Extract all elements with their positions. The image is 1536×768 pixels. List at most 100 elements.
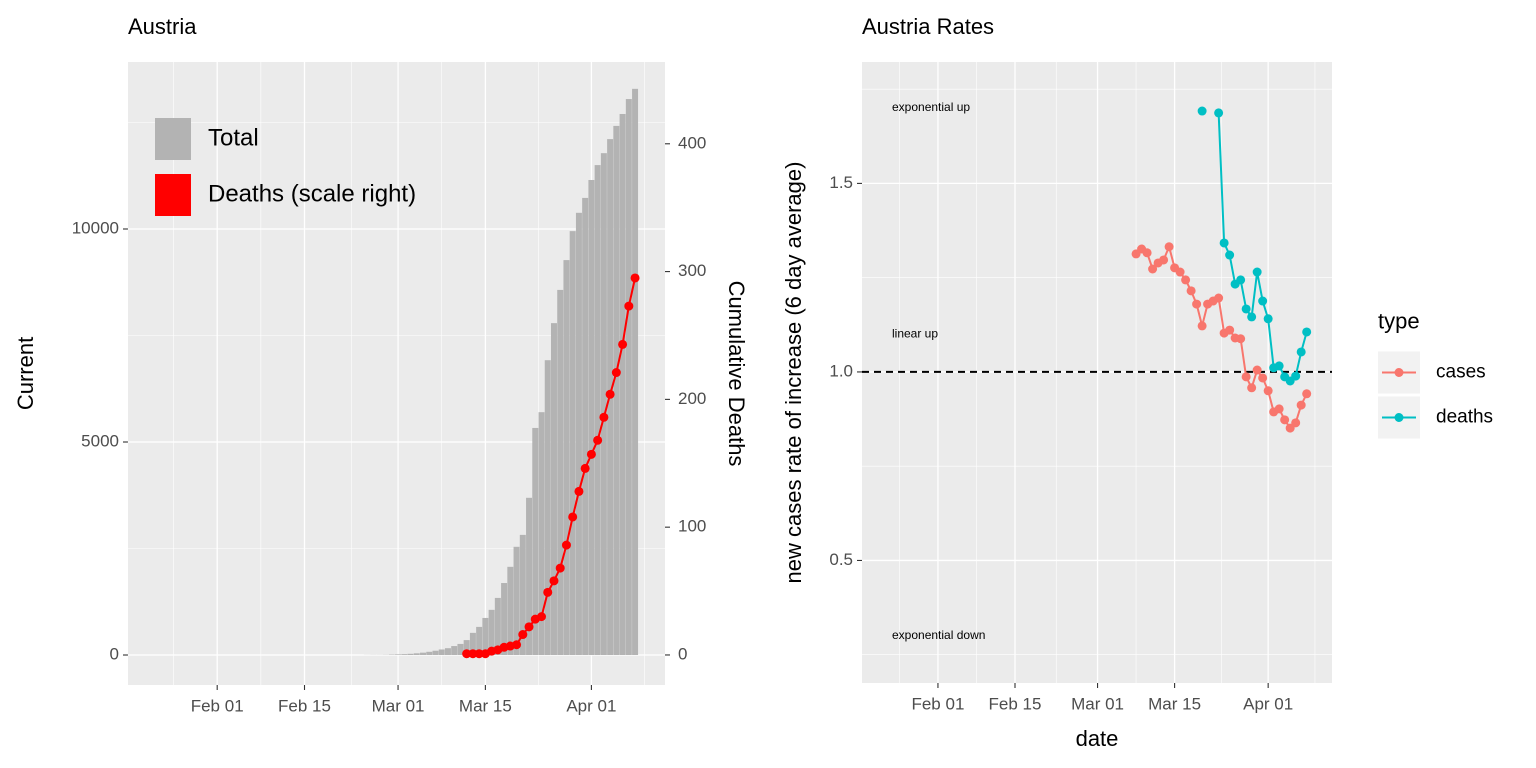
x-tick-label: Mar 01	[372, 696, 425, 715]
x-tick-label: Apr 01	[1243, 694, 1293, 713]
bar	[526, 497, 533, 656]
x-tick-label: Mar 15	[459, 696, 512, 715]
bar	[420, 652, 427, 656]
y2-tick-label: 100	[678, 517, 706, 536]
bar	[426, 651, 433, 656]
y-tick-label: 10000	[72, 218, 119, 237]
point	[593, 435, 603, 445]
y-axis-title: new cases rate of increase (6 day averag…	[781, 162, 806, 584]
point	[1192, 299, 1202, 309]
point	[1236, 334, 1246, 344]
y2-tick-label: 300	[678, 261, 706, 280]
bar	[457, 643, 464, 656]
point	[537, 612, 547, 622]
point	[1142, 248, 1152, 258]
y-tick-label: 0	[110, 644, 119, 663]
bar	[476, 626, 483, 656]
point	[555, 563, 565, 573]
point	[1236, 275, 1246, 285]
legend-label: Total	[208, 124, 259, 151]
legend-label: cases	[1436, 362, 1486, 383]
bar	[513, 546, 520, 656]
point	[574, 486, 584, 496]
point	[1274, 404, 1284, 414]
point	[1197, 106, 1207, 116]
point	[1175, 267, 1185, 277]
point	[1258, 296, 1268, 306]
point	[1241, 304, 1251, 314]
legend-label: deaths	[1436, 407, 1493, 428]
bar	[407, 653, 414, 656]
bar	[563, 260, 570, 656]
y2-axis-title: Cumulative Deaths	[724, 281, 749, 467]
bar	[463, 640, 470, 656]
bar	[395, 654, 402, 656]
x-tick-label: Mar 01	[1071, 694, 1124, 713]
point	[1280, 415, 1290, 425]
point	[599, 412, 609, 422]
point	[512, 640, 522, 650]
point	[611, 368, 621, 378]
x-axis-title: date	[1076, 726, 1119, 751]
point	[1263, 386, 1273, 396]
point	[1186, 286, 1196, 296]
bar	[501, 583, 508, 656]
bar	[432, 650, 439, 656]
chart-title: Austria	[128, 14, 197, 39]
point	[1247, 312, 1257, 322]
point	[561, 540, 571, 550]
bar	[451, 646, 458, 656]
point	[1214, 293, 1224, 303]
bar	[550, 323, 557, 656]
point	[1197, 321, 1207, 331]
point	[524, 622, 534, 632]
point	[1252, 267, 1262, 277]
bar	[613, 125, 620, 656]
x-tick-label: Feb 01	[911, 694, 964, 713]
legend-title: type	[1378, 308, 1420, 333]
point	[618, 339, 628, 349]
point	[1302, 327, 1312, 337]
point	[1252, 365, 1262, 375]
point	[549, 576, 559, 586]
bar	[469, 632, 476, 656]
point	[580, 463, 590, 473]
y-tick-label: 1.0	[829, 361, 853, 380]
bar	[507, 566, 514, 656]
point	[1214, 108, 1224, 118]
bar	[632, 88, 639, 656]
legend-key	[155, 174, 191, 216]
bar	[482, 617, 489, 656]
point	[1291, 371, 1301, 381]
legend-key-point	[1394, 368, 1404, 377]
point	[543, 587, 553, 597]
bar	[401, 654, 408, 656]
annotation: linear up	[892, 326, 938, 340]
x-tick-label: Feb 01	[191, 696, 244, 715]
bar	[494, 597, 501, 656]
point	[605, 389, 615, 399]
y2-tick-label: 400	[678, 133, 706, 152]
point	[1225, 250, 1235, 260]
y2-tick-label: 200	[678, 389, 706, 408]
legend-key-point	[1394, 413, 1404, 422]
point	[1225, 325, 1235, 335]
point	[1296, 347, 1306, 357]
x-tick-label: Mar 15	[1148, 694, 1201, 713]
point	[568, 512, 578, 522]
bar	[569, 231, 576, 656]
bar	[488, 609, 495, 656]
point	[1258, 373, 1268, 383]
point	[1159, 255, 1169, 265]
point	[1247, 383, 1257, 393]
bar	[538, 412, 545, 656]
bar	[413, 653, 420, 656]
y-axis-title: Current	[13, 337, 38, 410]
point	[1181, 275, 1191, 285]
bar	[575, 212, 582, 656]
point	[1148, 264, 1158, 274]
point	[518, 630, 528, 640]
bar	[438, 649, 445, 656]
y-tick-label: 0.5	[829, 550, 853, 569]
